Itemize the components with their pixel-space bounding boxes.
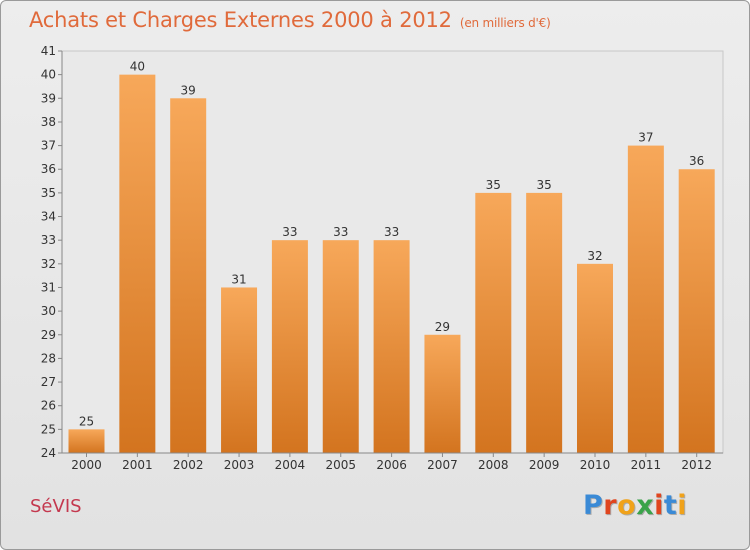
bar-2002[interactable] [170,98,207,453]
bar-value-label: 35 [537,178,552,192]
y-tick-label: 37 [41,139,56,153]
logo-letter: i [677,490,688,521]
bar-value-label: 33 [384,225,399,239]
x-tick-label: 2009 [529,458,560,472]
bar-value-label: 32 [587,249,602,263]
proxiti-logo[interactable]: Proxiti [583,490,687,521]
y-tick-label: 25 [41,422,56,436]
y-tick-label: 27 [41,375,56,389]
chart-subtitle: (en milliers d'€) [459,16,551,30]
y-tick-label: 30 [41,304,56,318]
bar-2011[interactable] [627,145,664,453]
y-tick-label: 38 [41,115,56,129]
x-tick-label: 2001 [122,458,153,472]
bar-2001[interactable] [119,74,156,453]
chart-title-block: Achats et Charges Externes 2000 à 2012 (e… [29,8,551,32]
x-tick-label: 2010 [580,458,611,472]
y-tick-label: 40 [41,68,56,82]
bar-value-label: 29 [435,320,450,334]
logo-letter: P [583,490,604,521]
y-tick-label: 41 [41,44,56,58]
bar-value-label: 31 [231,272,246,286]
bar-2007[interactable] [424,334,461,453]
bar-2003[interactable] [221,287,258,453]
x-tick-label: 2002 [173,458,204,472]
y-tick-label: 24 [41,446,56,460]
y-tick-label: 32 [41,257,56,271]
y-tick-label: 29 [41,328,56,342]
bars-group: 25 40 39 31 33 33 33 29 35 35 32 37 36 [68,60,715,453]
y-tick-label: 31 [41,280,56,294]
logo-letter: o [617,490,637,521]
x-axis: 2000 2001 2002 2003 2004 2005 2006 2007 2008 2009… [62,452,723,472]
bar-value-label: 37 [638,131,653,145]
chart-title: Achats et Charges Externes 2000 à 2012 [29,8,452,32]
x-tick-label: 2003 [224,458,255,472]
bar-value-label: 39 [181,83,196,97]
x-tick-label: 2007 [427,458,458,472]
bar-value-label: 33 [282,225,297,239]
x-tick-label: 2008 [478,458,509,472]
bar-2000[interactable] [68,429,105,453]
x-tick-label: 2006 [376,458,407,472]
bar-2009[interactable] [526,192,563,453]
y-tick-label: 28 [41,351,56,365]
y-tick-label: 36 [41,162,56,176]
bar-2004[interactable] [271,240,308,453]
x-tick-label: 2004 [275,458,306,472]
logo-letter: t [663,490,678,521]
bar-2008[interactable] [475,192,512,453]
bar-value-label: 36 [689,154,704,168]
y-tick-label: 34 [41,210,56,224]
logo-letter: i [654,490,664,521]
x-tick-label: 2005 [325,458,356,472]
y-tick-label: 33 [41,233,56,247]
y-tick-label: 39 [41,91,56,105]
y-axis: 24 25 26 27 28 29 30 31 32 33 34 35 36 37 38 39 40 41 [41,44,63,460]
x-tick-label: 2000 [71,458,102,472]
bar-2006[interactable] [373,240,410,453]
logo-letter: x [636,490,655,521]
y-tick-label: 26 [41,399,56,413]
bar-value-label: 25 [79,414,94,428]
town-name: SéVIS [30,496,82,517]
bar-2010[interactable] [577,263,613,453]
x-tick-label: 2011 [631,458,662,472]
bar-2005[interactable] [322,240,359,453]
y-tick-label: 35 [41,186,56,200]
bar-2012[interactable] [678,169,715,453]
bar-value-label: 33 [333,225,348,239]
bar-value-label: 35 [486,178,501,192]
x-tick-label: 2012 [681,458,712,472]
bar-value-label: 40 [130,60,145,74]
logo-letter: r [603,490,618,521]
